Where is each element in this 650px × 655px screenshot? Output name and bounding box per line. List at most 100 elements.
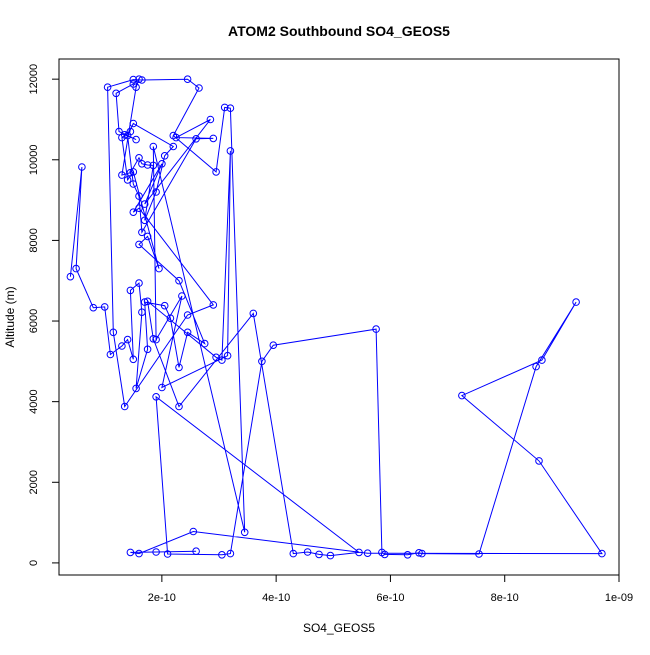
data-point bbox=[169, 131, 178, 140]
data-point bbox=[240, 528, 249, 537]
data-point bbox=[138, 160, 146, 168]
data-point bbox=[403, 551, 412, 559]
data-point bbox=[143, 345, 152, 354]
data-point bbox=[178, 292, 186, 300]
data-point bbox=[200, 339, 209, 348]
data-point bbox=[415, 549, 423, 557]
data-point bbox=[209, 301, 218, 309]
chart-title: ATOM2 Southbound SO4_GEOS5 bbox=[228, 23, 450, 39]
data-point bbox=[138, 228, 146, 237]
data-point bbox=[163, 550, 172, 558]
data-point bbox=[160, 152, 169, 160]
data-point bbox=[103, 83, 112, 91]
data-point bbox=[169, 142, 178, 151]
data-point bbox=[535, 457, 543, 465]
data-point bbox=[132, 83, 140, 91]
y-tick-label: 2000 bbox=[28, 470, 40, 494]
data-point bbox=[152, 393, 160, 401]
data-point bbox=[138, 308, 146, 317]
y-tick-label: 8000 bbox=[28, 228, 40, 252]
data-point bbox=[135, 192, 143, 200]
data-point bbox=[149, 161, 158, 170]
data-point bbox=[183, 311, 192, 319]
data-point bbox=[175, 402, 183, 411]
data-point bbox=[132, 135, 140, 144]
data-point bbox=[129, 208, 138, 216]
data-point bbox=[106, 350, 115, 359]
data-point bbox=[249, 309, 258, 318]
data-point bbox=[135, 75, 143, 83]
data-point bbox=[532, 362, 540, 371]
data-point bbox=[195, 84, 203, 92]
data-point bbox=[126, 286, 135, 295]
data-point bbox=[140, 298, 149, 306]
data-point bbox=[212, 353, 220, 362]
data-point bbox=[269, 341, 278, 350]
data-point bbox=[129, 75, 138, 84]
data-point bbox=[598, 549, 606, 558]
data-point bbox=[372, 325, 380, 333]
data-point bbox=[303, 548, 312, 556]
y-tick-label: 4000 bbox=[28, 389, 40, 413]
data-point bbox=[138, 76, 146, 84]
data-point bbox=[183, 75, 192, 83]
y-tick-label: 6000 bbox=[28, 309, 40, 333]
data-point bbox=[289, 549, 298, 558]
data-point bbox=[135, 154, 143, 162]
data-point bbox=[226, 549, 235, 558]
x-axis-label: SO4_GEOS5 bbox=[303, 621, 375, 635]
data-point bbox=[129, 119, 138, 128]
data-point bbox=[120, 131, 129, 139]
x-tick-label: 6e-10 bbox=[376, 592, 404, 604]
data-point bbox=[418, 549, 426, 558]
data-point bbox=[326, 551, 335, 560]
data-point bbox=[152, 548, 160, 556]
data-point bbox=[123, 176, 132, 184]
data-point bbox=[458, 391, 466, 400]
data-point bbox=[118, 171, 126, 179]
data-point bbox=[126, 168, 135, 177]
data-point bbox=[572, 298, 580, 306]
data-point bbox=[363, 549, 372, 558]
data-point bbox=[149, 142, 158, 151]
data-point bbox=[152, 188, 160, 196]
data-point bbox=[129, 168, 138, 176]
x-tick-label: 2e-10 bbox=[148, 592, 176, 604]
data-point bbox=[129, 355, 138, 364]
data-point bbox=[223, 351, 232, 360]
data-point bbox=[149, 335, 158, 343]
data-point bbox=[120, 402, 129, 411]
data-point bbox=[115, 127, 123, 136]
data-point bbox=[212, 168, 220, 176]
data-point bbox=[158, 383, 166, 392]
data-point bbox=[218, 551, 226, 559]
y-tick-label: 12000 bbox=[28, 64, 40, 95]
data-point bbox=[132, 384, 140, 393]
data-point bbox=[66, 272, 75, 281]
data-point bbox=[183, 328, 192, 337]
data-point bbox=[72, 264, 80, 273]
data-point bbox=[160, 301, 169, 310]
data-point bbox=[226, 104, 235, 112]
data-point bbox=[175, 276, 183, 285]
data-point bbox=[143, 297, 152, 306]
x-axis: 2e-10 4e-10 6e-10 8e-10 1e-09 bbox=[148, 574, 633, 604]
data-point bbox=[135, 240, 143, 249]
data-point bbox=[192, 547, 200, 556]
data-point bbox=[355, 548, 363, 557]
data-point bbox=[123, 335, 132, 344]
x-tick-label: 4e-10 bbox=[262, 592, 290, 604]
data-point bbox=[89, 303, 98, 312]
data-point bbox=[135, 549, 143, 558]
data-point bbox=[158, 160, 166, 168]
data-point bbox=[220, 103, 229, 112]
data-point bbox=[123, 131, 132, 140]
data-point bbox=[78, 163, 86, 171]
data-point bbox=[538, 356, 546, 364]
data-point bbox=[258, 357, 266, 366]
data-point bbox=[475, 550, 483, 558]
data-point bbox=[129, 180, 138, 188]
